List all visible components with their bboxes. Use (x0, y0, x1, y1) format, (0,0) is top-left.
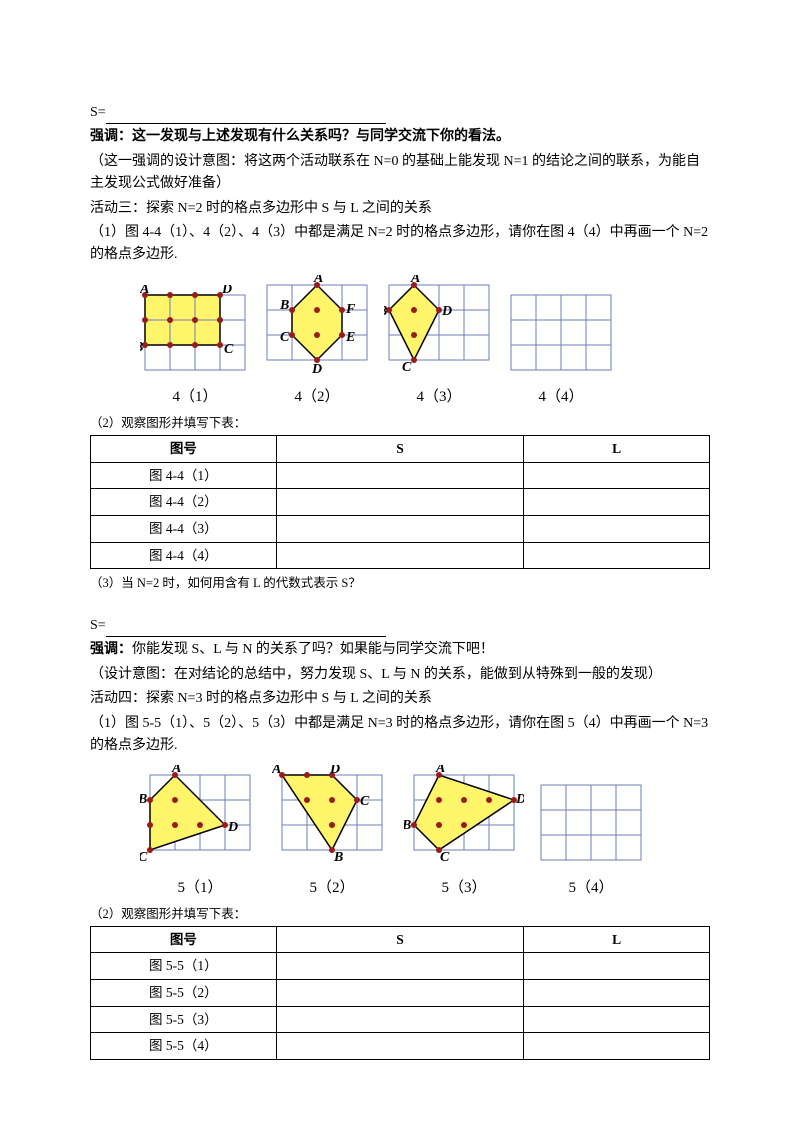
figure-5-4[interactable]: 5（4） (536, 775, 646, 899)
s-equals-line-2: S= (90, 615, 710, 637)
figure-4-1: A D B C 4（1） (140, 285, 250, 409)
fig-caption-5-1: 5（1） (140, 876, 260, 900)
table-row: 图 5-5（1） (91, 953, 277, 980)
table-4: 图号 S L 图 4-4（1） 图 4-4（2） 图 4-4（3） 图 4-4（… (90, 435, 710, 569)
svg-text:A: A (313, 275, 323, 286)
svg-text:A: A (410, 275, 420, 286)
svg-text:F: F (345, 302, 356, 317)
figures-row-5: A B C D 5（1） A D C B 5（2） (140, 765, 710, 899)
table4-h2: S (276, 436, 524, 463)
svg-text:B: B (140, 792, 147, 807)
table4-h1: 图号 (91, 436, 277, 463)
blank-underline-2[interactable] (106, 622, 386, 637)
fig-caption-4-1: 4（1） (140, 385, 250, 409)
svg-text:B: B (279, 298, 289, 313)
svg-text:D: D (221, 285, 232, 297)
svg-text:C: C (402, 360, 412, 375)
svg-text:B: B (140, 340, 143, 355)
svg-text:D: D (227, 820, 238, 835)
figure-5-1: A B C D 5（1） (140, 765, 260, 899)
question-4-3: （3）当 N=2 时，如何用含有 L 的代数式表示 S？ (90, 573, 710, 593)
svg-text:C: C (140, 850, 148, 865)
table-row: 图 4-4（3） (91, 515, 277, 542)
fig-caption-4-4: 4（4） (506, 385, 616, 409)
table4-h3: L (524, 436, 710, 463)
task-4-1: （1）图 4-4（1）、4（2）、4（3）中都是满足 N=2 时的格点多边形，请… (90, 222, 710, 267)
design-note-2: （设计意图：在对结论的总结中，努力发现 S、L 与 N 的关系，能做到从特殊到一… (90, 664, 710, 686)
activity-3-title: 活动三：探索 N=2 时的格点多边形中 S 与 L 之间的关系 (90, 198, 710, 220)
figure-5-2: A D C B 5（2） (272, 765, 392, 899)
table-row: 图 4-4（4） (91, 542, 277, 569)
svg-text:D: D (441, 304, 452, 319)
design-note-1: （这一强调的设计意图：将这两个活动联系在 N=0 的基础上能发现 N=1 的结论… (90, 151, 710, 196)
table-5: 图号 S L 图 5-5（1） 图 5-5（2） 图 5-5（3） 图 5-5（… (90, 926, 710, 1060)
table5-h1: 图号 (91, 926, 277, 953)
fig-caption-4-3: 4（3） (384, 385, 494, 409)
svg-text:C: C (224, 342, 234, 357)
figures-row-4: A D B C 4（1） (140, 275, 710, 409)
table-row: 图 4-4（1） (91, 462, 277, 489)
fig-caption-5-3: 5（3） (404, 876, 524, 900)
table5-caption: （2）观察图形并填写下表： (90, 904, 710, 924)
emphasis-text-2: 强调：强调：你能发现 S、L 与 N 的关系了吗？如果能与同学交流下吧！你能发现… (90, 639, 710, 661)
svg-text:D: D (515, 792, 524, 807)
table4-caption: （2）观察图形并填写下表： (90, 413, 710, 433)
figure-4-2: A B C D E F 4（2） (262, 275, 372, 409)
svg-text:B: B (384, 304, 387, 319)
s-equals-line-1: S= (90, 102, 710, 124)
table-row: 图 5-5（3） (91, 1006, 277, 1033)
figure-4-3: A B C D 4（3） (384, 275, 494, 409)
svg-text:A: A (272, 765, 281, 777)
svg-text:B: B (404, 818, 411, 833)
blank-underline[interactable] (106, 109, 386, 124)
activity-4-title: 活动四：探索 N=3 时的格点多边形中 S 与 L 之间的关系 (90, 688, 710, 710)
table-row: 图 4-4（2） (91, 489, 277, 516)
svg-text:D: D (329, 765, 340, 777)
svg-text:A: A (435, 765, 445, 776)
svg-text:C: C (440, 850, 450, 865)
svg-text:E: E (345, 330, 355, 345)
table-row: 图 5-5（4） (91, 1033, 277, 1060)
figure-4-4[interactable]: 4（4） (506, 285, 616, 409)
fig-caption-5-4: 5（4） (536, 876, 646, 900)
table5-h2: S (276, 926, 524, 953)
svg-text:B: B (333, 850, 343, 865)
figure-5-3: A B C D 5（3） (404, 765, 524, 899)
task-5-1: （1）图 5-5（1）、5（2）、5（3）中都是满足 N=3 时的格点多边形，请… (90, 713, 710, 758)
svg-text:D: D (311, 362, 322, 375)
emphasis-text-1: 强调：这一发现与上述发现有什么关系吗？与同学交流下你的看法。 (90, 126, 710, 148)
fig-caption-5-2: 5（2） (272, 876, 392, 900)
table-row: 图 5-5（2） (91, 980, 277, 1007)
svg-text:C: C (280, 330, 290, 345)
svg-text:A: A (140, 285, 149, 297)
svg-text:A: A (171, 765, 181, 776)
svg-text:C: C (360, 794, 370, 809)
fig-caption-4-2: 4（2） (262, 385, 372, 409)
table5-h3: L (524, 926, 710, 953)
